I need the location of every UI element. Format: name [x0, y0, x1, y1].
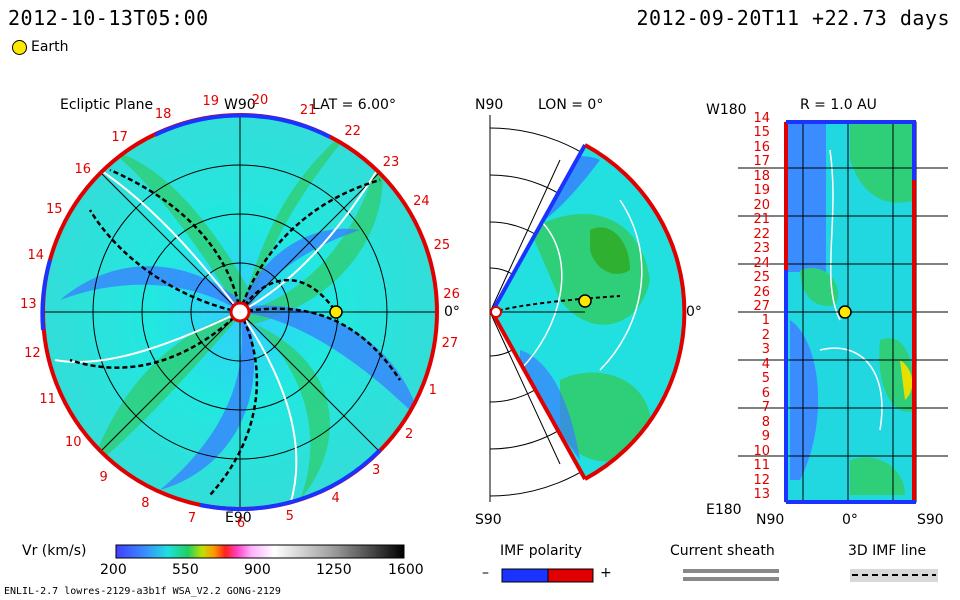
rotation-label: 2 [404, 426, 414, 442]
rotation-label: 14 [27, 247, 45, 263]
rotation-label: 27 [441, 335, 459, 351]
earth-marker-icon [12, 40, 27, 55]
radial-top-left-label: W180 [706, 102, 747, 118]
earth-position-meridional [578, 294, 592, 308]
current-sheath-swatch [683, 569, 779, 573]
rotation-label: 19 [202, 94, 220, 110]
imf-polarity-minus: – [482, 565, 489, 581]
meridional-top-label: N90 [475, 97, 504, 113]
radial-y-label: 21 [753, 212, 770, 228]
earth-position-radial [838, 305, 852, 319]
rotation-label: 9 [99, 469, 108, 485]
rotation-label: 5 [285, 509, 294, 525]
colorbar-tick-200: 200 [100, 562, 127, 578]
rotation-label: 10 [64, 434, 82, 450]
rotation-label: 13 [20, 296, 37, 312]
colorbar-tick-550: 550 [172, 562, 199, 578]
radial-panel-title: R = 1.0 AU [800, 97, 877, 113]
imf-polarity-plus: + [600, 565, 612, 581]
earth-position-ecliptic [329, 305, 343, 319]
rotation-label: 16 [74, 162, 91, 178]
radial-y-label: 20 [753, 197, 770, 213]
model-footer: ENLIL-2.7 lowres-2129-a3b1f WSA_V2.2 GON… [4, 586, 281, 597]
rotation-label: 25 [433, 238, 451, 254]
radial-y-label: 19 [753, 183, 770, 199]
radial-y-label: 5 [761, 371, 770, 387]
radial-y-label: 8 [761, 414, 770, 430]
rotation-label: 1 [428, 383, 437, 399]
radial-y-label: 2 [761, 327, 770, 343]
rotation-label: 20 [251, 92, 269, 108]
radial-y-label: 25 [753, 270, 770, 286]
ecliptic-bottom-label: E90 [225, 510, 252, 526]
rotation-label: 11 [39, 392, 56, 408]
rotation-label: 26 [443, 286, 460, 302]
radial-x-label-n90: N90 [756, 512, 785, 528]
radial-y-label: 26 [753, 284, 770, 300]
radial-y-label: 4 [761, 356, 770, 372]
radial-y-label: 9 [761, 429, 770, 445]
imf-polarity-title: IMF polarity [500, 543, 583, 559]
radial-y-label: 13 [753, 487, 770, 502]
radial-y-label: 17 [753, 154, 770, 170]
radial-y-label: 22 [753, 226, 770, 242]
radial-y-label: 10 [753, 443, 770, 459]
rotation-label: 18 [154, 106, 172, 122]
radial-y-label: 18 [753, 168, 770, 184]
rotation-label: 6 [236, 515, 246, 531]
colorbar-tick-1600: 1600 [388, 562, 424, 578]
rotation-label: 8 [141, 495, 150, 511]
rotation-label: 3 [372, 463, 381, 479]
radial-y-label: 3 [761, 342, 770, 358]
radial-y-label: 16 [753, 139, 770, 155]
ecliptic-top-label: W90 [224, 97, 256, 113]
radial-y-label: 14 [753, 111, 770, 126]
current-sheath-title: Current sheath [670, 543, 775, 559]
colorbar-tick-900: 900 [244, 562, 271, 578]
radial-y-label: 7 [761, 400, 770, 416]
rotation-label: 24 [413, 193, 430, 209]
imf-polarity-negative-swatch [501, 568, 549, 583]
rotation-label: 23 [382, 154, 400, 170]
meridional-bottom-label: S90 [475, 512, 502, 528]
imf-line-title: 3D IMF line [848, 543, 927, 559]
radial-y-label: 15 [753, 125, 770, 141]
colorbar-tick-1250: 1250 [316, 562, 352, 578]
imf-polarity-positive-swatch [547, 568, 594, 583]
radial-y-label: 27 [753, 299, 770, 314]
radial-y-label: 11 [753, 458, 770, 474]
simulation-time: 2012-10-13T05:00 [8, 6, 209, 30]
colorbar-label: Vr (km/s) [22, 543, 87, 559]
rotation-label: 22 [344, 124, 361, 140]
meridional-right-label: 0° [686, 304, 702, 320]
radial-y-label: 12 [753, 472, 770, 488]
rotation-label: 12 [24, 345, 41, 361]
rotation-label: 7 [187, 511, 197, 527]
radial-y-label: 24 [753, 255, 770, 271]
velocity-colorbar [115, 544, 405, 559]
sun-marker-icon [229, 301, 251, 323]
forecast-reference-time: 2012-09-20T11 +22.73 days [636, 6, 950, 30]
earth-legend-label: Earth [31, 39, 69, 55]
radial-x-label-0: 0° [842, 512, 858, 528]
radial-y-label: 1 [761, 313, 770, 329]
ecliptic-lat-label: LAT = 6.00° [312, 97, 396, 113]
rotation-label: 4 [331, 491, 340, 507]
radial-bottom-left-label: E180 [706, 502, 742, 518]
ecliptic-right-label: 0° [444, 304, 460, 320]
radial-y-label: 6 [761, 385, 770, 401]
ecliptic-panel-title: Ecliptic Plane [60, 97, 154, 113]
rotation-label: 21 [299, 103, 317, 119]
radial-y-label: 23 [753, 241, 770, 257]
meridional-panel-title: LON = 0° [538, 97, 604, 113]
rotation-label: 15 [45, 202, 63, 218]
radial-x-label-s90: S90 [917, 512, 944, 528]
rotation-label: 17 [111, 129, 128, 145]
